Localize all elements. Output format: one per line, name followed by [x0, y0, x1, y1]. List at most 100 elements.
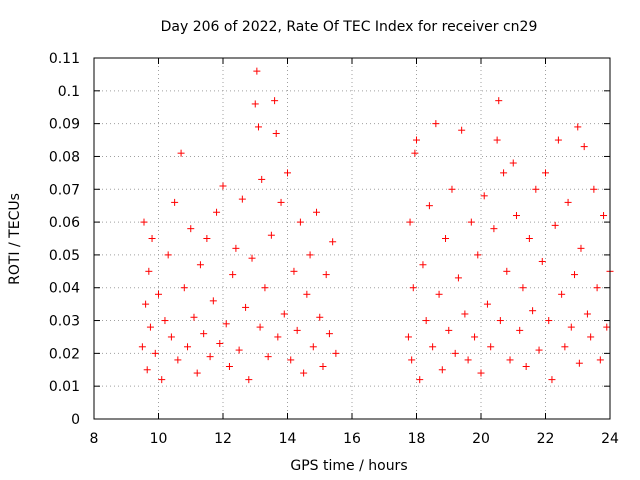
data-point [442, 235, 450, 242]
data-point [548, 376, 556, 384]
y-tick-label: 0.01 [49, 379, 80, 395]
data-point [272, 129, 280, 137]
data-point [411, 149, 419, 157]
x-tick-label: 14 [279, 431, 297, 447]
data-point [190, 313, 198, 321]
x-tick-label: 16 [343, 431, 361, 447]
y-tick-label: 0.04 [49, 281, 80, 297]
data-point [413, 136, 420, 144]
data-point [425, 202, 433, 210]
data-point [155, 290, 162, 298]
data-point [603, 323, 611, 331]
data-point [235, 346, 243, 354]
data-point [408, 356, 416, 364]
data-point [225, 362, 233, 370]
x-tick-label: 22 [537, 431, 555, 447]
data-point [483, 300, 491, 308]
data-point [148, 235, 156, 242]
data-point [545, 317, 553, 325]
data-point [495, 97, 503, 105]
data-point [174, 356, 182, 364]
data-point [151, 349, 159, 357]
x-tick-label: 10 [150, 431, 168, 447]
data-point [480, 192, 488, 200]
data-point [193, 369, 201, 377]
data-point [461, 310, 469, 318]
data-point [419, 261, 427, 269]
data-point [467, 218, 475, 226]
data-point [596, 356, 604, 364]
data-point [219, 182, 227, 190]
data-point [512, 212, 520, 220]
chart-title: Day 206 of 2022, Rate Of TEC Index for r… [161, 19, 538, 35]
data-point [583, 310, 591, 318]
data-point [271, 97, 279, 105]
data-point [564, 198, 572, 206]
data-point [177, 149, 185, 157]
y-tick-label: 0.05 [49, 248, 80, 264]
data-point [506, 356, 514, 364]
data-point [267, 231, 275, 239]
data-point [158, 376, 166, 384]
data-point [264, 353, 272, 361]
data-point [538, 257, 546, 265]
data-point [519, 284, 527, 292]
data-point [313, 208, 321, 216]
data-point [261, 284, 269, 292]
data-point [325, 330, 333, 338]
data-point [187, 225, 195, 233]
y-tick-label: 0.07 [49, 182, 80, 198]
data-point [253, 67, 261, 75]
data-point [487, 343, 495, 351]
data-point [143, 366, 151, 374]
data-point [146, 323, 154, 331]
data-point [406, 218, 414, 226]
data-point [274, 333, 282, 341]
data-point [287, 356, 295, 364]
data-point [593, 284, 601, 292]
data-point [516, 326, 524, 334]
data-point [209, 297, 217, 305]
data-point [561, 343, 569, 351]
data-point [493, 136, 501, 144]
data-point [542, 169, 549, 177]
data-point [145, 267, 153, 275]
data-point [451, 349, 459, 357]
data-point [454, 274, 462, 282]
data-point [332, 349, 340, 357]
data-point [293, 326, 301, 334]
data-point [306, 251, 314, 259]
data-point [206, 353, 214, 361]
data-point [432, 120, 440, 128]
data-point [322, 271, 330, 279]
data-point [316, 313, 324, 321]
y-tick-label: 0.09 [49, 117, 80, 133]
data-point [300, 369, 308, 377]
grid-layer [94, 58, 610, 419]
data-point [222, 320, 230, 328]
data-point [574, 123, 582, 131]
data-point [575, 359, 583, 367]
data-point [203, 235, 211, 242]
data-point [213, 208, 221, 216]
x-tick-label: 20 [472, 431, 490, 447]
y-tick-label: 0.06 [49, 215, 80, 231]
data-point [500, 169, 508, 177]
data-point [554, 136, 562, 144]
data-point [416, 376, 424, 384]
data-point [522, 362, 530, 370]
data-point [238, 195, 246, 203]
data-point [164, 251, 172, 259]
y-tick-label: 0 [71, 412, 80, 428]
data-point [319, 362, 327, 370]
data-point [567, 323, 575, 331]
x-tick-label: 12 [214, 431, 232, 447]
y-tick-label: 0.02 [49, 346, 80, 362]
data-point [509, 159, 517, 167]
data-point [161, 317, 169, 325]
points-layer [138, 67, 614, 384]
data-point [490, 225, 498, 233]
data-point [532, 185, 540, 193]
data-point [496, 317, 504, 325]
data-point [229, 271, 237, 279]
